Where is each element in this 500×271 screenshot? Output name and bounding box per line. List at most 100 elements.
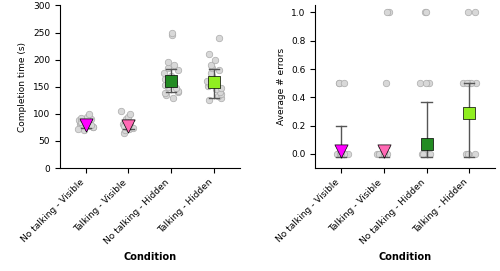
- Point: [336, 152, 344, 156]
- Point: [83, 122, 91, 127]
- Point: [208, 74, 216, 78]
- Point: [203, 79, 211, 83]
- Point: [472, 81, 480, 85]
- X-axis label: Condition: Condition: [124, 251, 176, 262]
- Point: [462, 152, 470, 156]
- Point: [214, 36, 222, 40]
- Y-axis label: Completion time (s): Completion time (s): [18, 42, 28, 132]
- Point: [161, 83, 169, 87]
- Point: [164, 85, 172, 89]
- Point: [464, 152, 472, 156]
- Point: [426, 152, 434, 156]
- Point: [380, 149, 388, 153]
- Point: [160, 91, 168, 95]
- Point: [338, 152, 345, 156]
- Point: [378, 152, 386, 156]
- Point: [122, 117, 130, 121]
- Point: [76, 121, 84, 126]
- Point: [332, 152, 340, 156]
- Point: [374, 152, 382, 156]
- Point: [464, 10, 472, 15]
- Point: [212, 87, 220, 92]
- Point: [385, 10, 393, 15]
- Point: [460, 81, 468, 85]
- Point: [160, 71, 168, 75]
- Point: [422, 81, 430, 85]
- Point: [74, 127, 82, 131]
- Point: [206, 63, 214, 67]
- Point: [422, 142, 430, 146]
- Point: [77, 116, 85, 120]
- Point: [340, 81, 348, 85]
- Point: [83, 114, 91, 119]
- Point: [462, 81, 470, 85]
- Point: [472, 152, 480, 156]
- Point: [88, 117, 96, 121]
- Point: [126, 122, 134, 127]
- Point: [424, 152, 432, 156]
- Point: [118, 109, 126, 113]
- Point: [424, 81, 432, 85]
- Point: [129, 126, 137, 131]
- Point: [174, 88, 182, 93]
- Point: [169, 95, 177, 100]
- Point: [168, 30, 176, 35]
- Point: [215, 68, 223, 73]
- Point: [204, 83, 212, 88]
- Point: [383, 10, 391, 15]
- Point: [172, 86, 180, 91]
- Point: [373, 152, 381, 156]
- Point: [164, 66, 172, 70]
- Point: [375, 152, 383, 156]
- Point: [86, 124, 94, 128]
- Point: [216, 90, 224, 94]
- Point: [210, 57, 218, 62]
- Point: [379, 152, 387, 156]
- Point: [467, 81, 475, 85]
- Point: [205, 98, 213, 102]
- Point: [75, 118, 83, 122]
- Point: [344, 152, 352, 156]
- Point: [80, 128, 88, 132]
- Point: [218, 95, 226, 100]
- Point: [422, 10, 430, 15]
- Point: [466, 111, 473, 115]
- Point: [162, 93, 170, 97]
- Point: [204, 52, 212, 56]
- Point: [466, 81, 473, 85]
- Point: [418, 152, 426, 156]
- Point: [122, 128, 130, 132]
- Point: [340, 152, 348, 156]
- Point: [420, 152, 428, 156]
- Point: [471, 10, 479, 15]
- Point: [88, 125, 96, 130]
- Point: [170, 80, 178, 85]
- Point: [125, 127, 133, 131]
- Point: [77, 120, 85, 125]
- Point: [416, 81, 424, 85]
- Point: [210, 80, 218, 85]
- Point: [216, 86, 224, 90]
- Point: [174, 68, 182, 73]
- Point: [168, 33, 175, 37]
- Point: [87, 122, 95, 127]
- Point: [124, 124, 132, 128]
- Y-axis label: Average # errors: Average # errors: [276, 48, 285, 125]
- Point: [122, 124, 130, 128]
- Point: [164, 60, 172, 64]
- Point: [85, 112, 93, 116]
- Point: [420, 152, 428, 156]
- Point: [464, 152, 472, 156]
- Point: [420, 152, 428, 156]
- Point: [208, 66, 216, 70]
- Point: [217, 92, 225, 96]
- Point: [334, 81, 342, 85]
- Point: [170, 63, 178, 67]
- Point: [208, 76, 216, 81]
- Point: [76, 120, 84, 124]
- Point: [336, 81, 344, 85]
- Point: [380, 152, 388, 156]
- Point: [120, 124, 128, 128]
- Point: [166, 78, 174, 82]
- Point: [174, 90, 182, 94]
